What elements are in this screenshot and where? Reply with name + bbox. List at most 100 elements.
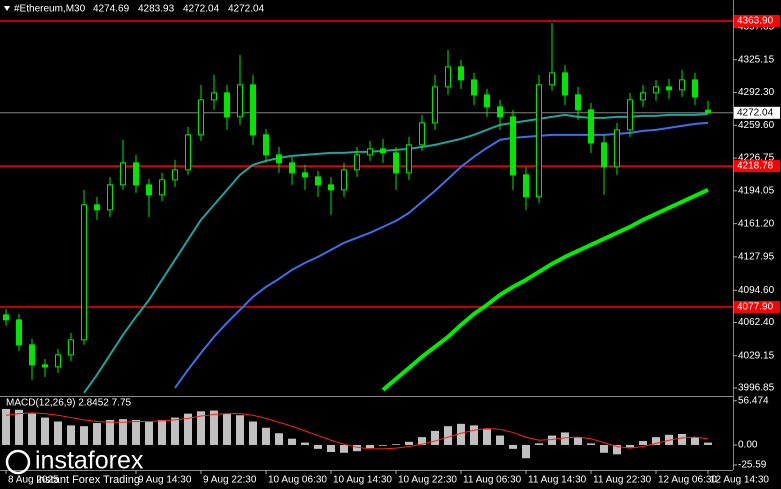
candle-body: [55, 354, 61, 368]
macd-bar: [392, 444, 400, 445]
macd-bar: [275, 433, 283, 445]
macd-bar: [496, 435, 504, 445]
macd-bar: [67, 425, 75, 445]
macd-bar: [80, 426, 88, 445]
candle-body: [536, 84, 542, 198]
macd-bar: [626, 444, 634, 448]
macd-bar: [93, 423, 101, 445]
candle-body: [458, 66, 464, 81]
candle-body: [393, 152, 399, 174]
candle-body: [94, 204, 100, 211]
level-label: 4363.90: [737, 16, 774, 27]
candle-body: [406, 144, 412, 174]
macd-bar: [223, 413, 231, 445]
candle-body: [705, 109, 711, 114]
x-tick-label: 10 Aug 06:30: [268, 475, 327, 486]
x-tick-label: 11 Aug 14:30: [528, 475, 587, 486]
candle-body: [172, 169, 178, 181]
candle-body: [367, 148, 373, 156]
watermark-brand: instaforex: [35, 447, 144, 475]
ohlc-high: 4283.93: [138, 4, 175, 15]
candle-body: [146, 184, 152, 196]
macd-bar: [28, 413, 36, 445]
candle-body: [692, 79, 698, 98]
macd-bar: [132, 419, 140, 445]
candle-body: [16, 319, 22, 346]
candle-body: [666, 86, 672, 91]
y-tick-label: 4357.85: [738, 22, 775, 33]
macd-bar: [535, 443, 543, 445]
candle-body: [588, 109, 594, 144]
current-price-label: 4272.04: [737, 107, 774, 118]
macd-bar: [210, 410, 218, 445]
y-tick-label: 4226.75: [738, 153, 775, 164]
macd-bar: [327, 444, 335, 452]
macd-bar: [171, 417, 179, 445]
candle-body: [68, 339, 74, 356]
candle-body: [354, 154, 360, 171]
menu-icon: [4, 6, 10, 11]
plot-area: 4357.85 4325.15 4292.30 4259.60 4226.75 4194.…: [0, 14, 780, 486]
x-tick-label: 9 Aug 14:30: [138, 475, 192, 486]
macd-bar: [54, 421, 62, 445]
macd-bar: [184, 413, 192, 445]
macd-bar: [444, 426, 452, 445]
y-tick-label: 4127.95: [738, 252, 775, 263]
macd-bar: [119, 419, 127, 445]
y-tick-label: 4259.60: [738, 120, 775, 131]
candle-body: [432, 86, 438, 124]
macd-bar: [561, 432, 569, 445]
macd-bar: [379, 444, 387, 446]
macd-bar: [457, 423, 465, 445]
candle-body: [237, 84, 243, 118]
moving-average: [381, 188, 709, 392]
candle-body: [133, 162, 139, 186]
candle-body: [679, 79, 685, 91]
candle-body: [575, 94, 581, 111]
candle-body: [614, 129, 620, 168]
candle-body: [289, 162, 295, 174]
macd-title: MACD(12,26,9) 2.8452 7.75: [6, 398, 132, 409]
level-label-box: [734, 300, 780, 313]
macd-bar: [262, 427, 270, 445]
macd-bar: [197, 411, 205, 445]
macd-bar: [587, 443, 595, 445]
candle-body: [640, 92, 646, 101]
candle-body: [341, 169, 347, 191]
y-tick-label: 4062.40: [738, 317, 775, 328]
y-tick-label: 4029.15: [738, 350, 775, 361]
candle-body: [3, 314, 9, 321]
macd-bar: [236, 415, 244, 445]
macd-bar: [431, 430, 439, 445]
macd-bar: [522, 444, 530, 459]
macd-bar: [301, 442, 309, 445]
y-tick-label: 4292.30: [738, 87, 775, 98]
watermark-tagline: Instant Forex Trading: [36, 474, 140, 486]
macd-bar: [405, 441, 413, 445]
candle-body: [497, 106, 503, 118]
candle-body: [276, 154, 282, 164]
y-tick-label: 4161.20: [738, 218, 775, 229]
x-tick-label: 12 Aug 06:30: [658, 475, 717, 486]
macd-bar: [366, 444, 374, 449]
candle-body: [549, 72, 555, 86]
candle-body: [484, 94, 490, 108]
macd-bar: [600, 444, 608, 453]
candle-body: [107, 184, 113, 211]
candle-body: [510, 116, 516, 176]
macd-bar: [314, 444, 322, 449]
y-tick-label: 4094.60: [738, 285, 775, 296]
macd-bar: [41, 417, 49, 445]
candle-body: [159, 179, 165, 196]
macd-signal: [5, 412, 709, 450]
candle-body: [445, 66, 451, 88]
candle-body: [627, 99, 633, 131]
candle-body: [198, 99, 204, 136]
chart-title: #Ethereum,M30: [14, 4, 86, 15]
macd-bar: [639, 441, 647, 445]
y-tick-label: 0.00: [738, 440, 758, 451]
watermark-logo: [5, 449, 31, 475]
x-tick-label: 9 Aug 22:30: [203, 475, 257, 486]
